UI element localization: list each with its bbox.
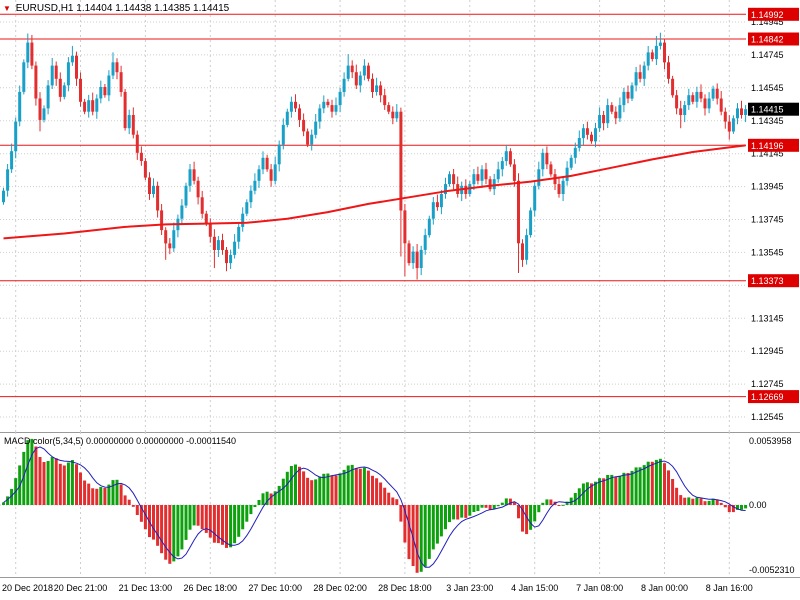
ohlc-values: 1.14404 1.14438 1.14385 1.14415 (76, 3, 230, 14)
svg-text:1.12745: 1.12745 (751, 379, 784, 389)
svg-text:1.13545: 1.13545 (751, 247, 784, 257)
time-label: 28 Dec 18:00 (378, 583, 432, 593)
price-axis-labels: 1.14945 1.14745 1.14545 1.14345 1.14145 1.139… (751, 17, 784, 422)
price-level-badges: 1.14992 1.14842 1.14196 1.13373 1.12669 (748, 7, 799, 404)
svg-text:1.14842: 1.14842 (751, 35, 784, 45)
macd-indicator-values: 0.00000000 0.00000000 -0.00011540 (86, 436, 237, 446)
macd-axis-labels: 0.0053958 0.00 -0.0052310 (749, 436, 795, 575)
macd-histogram (2, 438, 748, 573)
time-label: 7 Jan 08:00 (576, 583, 624, 593)
macd-indicator-name: MACD color(5,34,5) (4, 436, 84, 446)
time-axis[interactable]: 20 Dec 2018 20 Dec 21:00 21 Dec 13:00 26 De… (0, 577, 800, 600)
time-label: 20 Dec 21:00 (53, 583, 108, 593)
price-chart[interactable]: 1.14945 1.14745 1.14545 1.14345 1.14145 1.139… (0, 0, 800, 432)
svg-text:1.12545: 1.12545 (751, 412, 784, 422)
time-label: 4 Jan 15:00 (511, 583, 559, 593)
time-label: 26 Dec 18:00 (183, 583, 238, 593)
svg-text:1.14945: 1.14945 (751, 17, 784, 27)
time-label: 20 Dec 2018 (2, 583, 54, 593)
svg-text:1.14745: 1.14745 (751, 50, 784, 60)
current-price-badge: 1.14415 (748, 102, 799, 116)
time-label: 8 Jan 00:00 (640, 583, 689, 593)
svg-text:1.14415: 1.14415 (751, 105, 784, 115)
time-label: 3 Jan 23:00 (446, 583, 494, 593)
svg-text:1.14992: 1.14992 (751, 10, 784, 20)
macd-signal-line (3, 446, 746, 568)
svg-text:1.14345: 1.14345 (751, 116, 784, 126)
svg-text:1.14196: 1.14196 (751, 141, 784, 151)
svg-text:1.13945: 1.13945 (751, 182, 784, 192)
macd-panel[interactable]: 0.0053958 0.00 -0.0052310 (0, 432, 800, 577)
svg-text:1.12945: 1.12945 (751, 346, 784, 356)
time-label: 8 Jan 16:00 (705, 583, 753, 593)
svg-text:1.13373: 1.13373 (751, 276, 784, 286)
svg-text:1.14145: 1.14145 (751, 149, 784, 159)
symbol-marker-icon: ▼ (3, 4, 11, 13)
chart-title: ▼ EURUSD,H1 1.14404 1.14438 1.14385 1.14… (3, 3, 229, 14)
svg-text:1.14545: 1.14545 (751, 83, 784, 93)
time-label: 28 Dec 02:00 (313, 583, 367, 593)
moving-average-line (3, 144, 746, 240)
svg-text:1.12669: 1.12669 (751, 392, 784, 402)
candlesticks (2, 32, 748, 280)
svg-text:-0.0052310: -0.0052310 (749, 565, 795, 575)
time-label: 21 Dec 13:00 (118, 583, 173, 593)
svg-text:1.13145: 1.13145 (751, 313, 784, 323)
level-lines (0, 13, 746, 398)
svg-text:0.00: 0.00 (749, 500, 767, 510)
time-label: 27 Dec 10:00 (248, 583, 302, 593)
svg-text:1.13745: 1.13745 (751, 215, 784, 225)
svg-text:0.0053958: 0.0053958 (749, 436, 792, 446)
macd-indicator-label: MACD color(5,34,5) 0.00000000 0.00000000… (4, 436, 236, 446)
symbol-period: EURUSD,H1 (15, 3, 74, 14)
